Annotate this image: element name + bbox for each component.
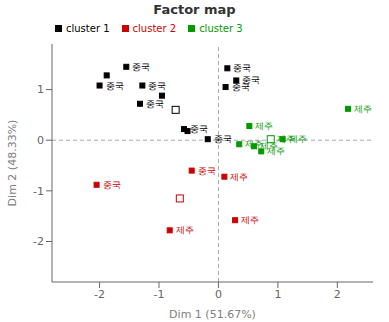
svg-text:중국: 중국 xyxy=(198,166,216,176)
svg-text:중국: 중국 xyxy=(190,124,208,134)
svg-text:중국: 중국 xyxy=(132,62,150,72)
svg-text:중국: 중국 xyxy=(103,180,121,190)
svg-text:제주: 제주 xyxy=(230,172,248,182)
svg-text:중국: 중국 xyxy=(146,99,164,109)
svg-text:제주: 제주 xyxy=(289,134,307,144)
svg-text:0: 0 xyxy=(37,134,44,147)
svg-text:2: 2 xyxy=(334,288,341,301)
svg-text:0: 0 xyxy=(215,288,222,301)
svg-text:-1: -1 xyxy=(33,185,44,198)
svg-text:제주: 제주 xyxy=(354,104,372,114)
svg-text:-1: -1 xyxy=(154,288,165,301)
svg-text:-2: -2 xyxy=(33,235,44,248)
svg-text:제주: 제주 xyxy=(267,146,285,156)
svg-text:제주: 제주 xyxy=(245,139,264,150)
svg-text:1: 1 xyxy=(274,288,281,301)
svg-text:-2: -2 xyxy=(94,288,105,301)
html-text:cluster 2: cluster 2 xyxy=(132,22,177,34)
html-text:Factor map: Factor map xyxy=(153,2,236,17)
svg-text:중국: 중국 xyxy=(214,134,232,144)
svg-text:중국: 중국 xyxy=(242,75,261,86)
svg-text:중국: 중국 xyxy=(148,81,166,91)
svg-text:제주: 제주 xyxy=(241,215,259,225)
svg-text:중국: 중국 xyxy=(233,63,251,73)
svg-text:중국: 중국 xyxy=(232,82,250,92)
svg-text:Dim 1 (51.67%): Dim 1 (51.67%) xyxy=(169,308,256,321)
svg-text:중국: 중국 xyxy=(106,81,124,91)
svg-text:Dim 2 (48.33%): Dim 2 (48.33%) xyxy=(8,120,19,207)
svg-text:제주: 제주 xyxy=(276,134,295,145)
svg-text:제주: 제주 xyxy=(176,225,194,235)
html-text:cluster 3: cluster 3 xyxy=(199,22,243,34)
svg-text:1: 1 xyxy=(37,83,44,96)
svg-text:제주: 제주 xyxy=(255,121,273,131)
html-text:cluster 1: cluster 1 xyxy=(66,22,110,34)
